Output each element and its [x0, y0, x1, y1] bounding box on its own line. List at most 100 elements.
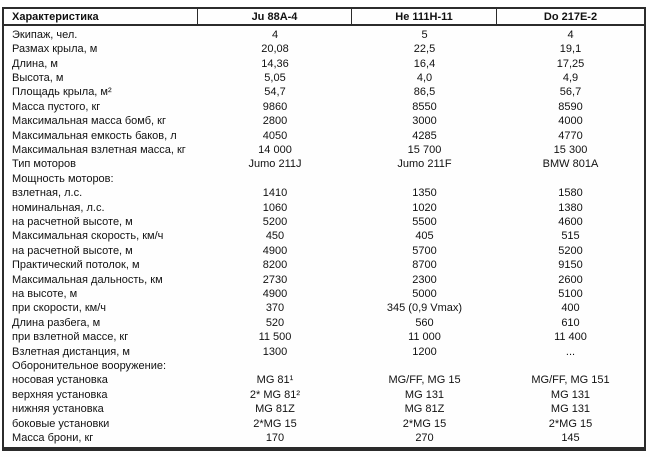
cell-value: 19,1 [559, 44, 582, 56]
table-row: на расчетной высоте, м 5200 5500 4600 [4, 215, 644, 229]
table-row: Длина разбега, м 520 560 610 [4, 316, 644, 330]
table-row: Максимальная взлетная масса, кг 14 000 15 … [4, 143, 644, 157]
table-row: Взлетная дистанция, м 1300 1200... [4, 345, 644, 359]
table-row: Оборонительное вооружение: [4, 359, 644, 373]
cell-value: 8700 [412, 260, 437, 272]
table-row: нижняя установка MG 81Z MG 81Z MG 131 [4, 403, 644, 417]
table-row: Масса пустого, кг 9860 8550 8590 [4, 100, 644, 114]
cell-value: ... [565, 346, 576, 358]
cell-value: 405 [415, 231, 434, 243]
cell-value: 4770 [558, 130, 583, 142]
row-label: боковые установки [12, 418, 110, 430]
cell-value: 5200 [262, 216, 288, 228]
cell-value: 9150 [558, 260, 583, 272]
row-label: при взлетной массе, кг [12, 332, 129, 344]
row-label: Максимальная дальность, км [12, 274, 163, 286]
row-label: Тип моторов [12, 159, 76, 171]
cell-value: 54,7 [264, 87, 286, 99]
aircraft-comparison-table: Характеристика Ju 88A-4 He 111H-11 Do 21… [2, 7, 646, 451]
table-row: носовая установка MG 81¹ MG/FF, MG 15 MG/FF… [4, 374, 644, 388]
table-row: Максимальная емкость баков, л 4050 4285 477… [4, 129, 644, 143]
cell-value: 170 [265, 433, 285, 445]
table-row: Площадь крыла, м² 54,7 86,5 56,7 [4, 86, 644, 100]
column-header-he-111h-11: He 111H-11 [352, 9, 497, 24]
cell-value: 1300 [262, 346, 288, 358]
row-label: Максимальная взлетная масса, кг [12, 144, 186, 156]
table-body: Экипаж, чел. 4 5 4 Размах крыла, м 20,08 22,5 1… [4, 26, 644, 447]
cell-value: MG/FF, MG 151 [531, 375, 610, 387]
cell-value: BMW 801A [542, 159, 599, 171]
row-label: Оборонительное вооружение: [12, 361, 167, 373]
table-row: на высоте, м 4900 5000 5100 [4, 287, 644, 301]
table-row: номинальная, л.с. 1060 1020 1380 [4, 201, 644, 215]
cell-value: 5200 [558, 245, 583, 257]
cell-value: 4 [271, 29, 279, 41]
cell-value: 11 000 [408, 332, 441, 344]
cell-value: MG 81Z [255, 404, 295, 416]
cell-value: 2730 [262, 274, 288, 286]
cell-value: 610 [561, 317, 580, 329]
row-label: на расчетной высоте, м [12, 216, 133, 228]
cell-value: MG 81¹ [256, 375, 294, 387]
cell-value: MG 131 [550, 389, 591, 401]
table-row: Размах крыла, м 20,08 22,5 19,1 [4, 42, 644, 56]
row-label: Длина разбега, м [12, 317, 101, 329]
row-label: Площадь крыла, м² [12, 87, 112, 99]
table-row: Максимальная скорость, км/ч 450 405 515 [4, 230, 644, 244]
cell-value: 345 (0,9 Vmax) [386, 303, 463, 315]
column-header-characteristic: Характеристика [4, 9, 198, 24]
row-label: Максимальная емкость баков, л [12, 130, 177, 142]
row-label: номинальная, л.с. [12, 202, 105, 214]
cell-value: 14 000 [258, 144, 292, 156]
cell-value: 1580 [558, 188, 583, 200]
cell-value: 14,36 [261, 58, 289, 70]
cell-value: 520 [265, 317, 285, 329]
cell-value: 2*MG 15 [402, 418, 447, 430]
row-label: Размах крыла, м [12, 44, 98, 56]
row-label: Масса брони, кг [12, 433, 94, 445]
row-label: взлетная, л.с. [12, 188, 83, 200]
cell-value: 2*MG 15 [253, 418, 297, 430]
column-header-do-217e-2: Do 217E-2 [543, 10, 598, 23]
cell-value: 11 500 [258, 332, 292, 344]
cell-value: 56,7 [559, 87, 582, 99]
cell-value: 4 [567, 29, 574, 41]
row-label: носовая установка [12, 375, 108, 387]
table-row: на расчетной высоте, м 4900 5700 5200 [4, 244, 644, 258]
table-header-row: Характеристика Ju 88A-4 He 111H-11 Do 21… [4, 9, 644, 26]
cell-value: 4900 [262, 245, 288, 257]
cell-value: 560 [415, 317, 434, 329]
cell-value: 5700 [412, 245, 437, 257]
table-row: Тип моторов Jumo 211J Jumo 211F BMW 801A [4, 158, 644, 172]
cell-value: 15 300 [553, 144, 588, 156]
cell-value: 4900 [262, 289, 288, 301]
cell-value: Jumo 211J [248, 159, 302, 171]
cell-value: 5500 [412, 216, 437, 228]
cell-value: MG 81Z [404, 404, 445, 416]
cell-value: 15 700 [407, 144, 442, 156]
cell-value: 86,5 [413, 87, 436, 99]
row-label: Длина, м [12, 58, 58, 70]
cell-value: 16,4 [413, 58, 436, 70]
row-label: Экипаж, чел. [12, 29, 78, 41]
cell-value: 2*MG 15 [548, 418, 593, 430]
cell-value: 5 [421, 29, 428, 41]
row-label: на высоте, м [12, 289, 78, 301]
cell-value: 2* MG 81² [249, 389, 301, 401]
cell-value: 145 [561, 433, 580, 445]
cell-value: 4000 [558, 116, 583, 128]
table-row: Масса брони, кг 170 270 145 [4, 431, 644, 445]
cell-value: MG 131 [550, 404, 591, 416]
row-label: верхняя установка [12, 389, 108, 401]
cell-value: 1200 [412, 346, 437, 358]
table-row: Максимальная масса бомб, кг 2800 3000 4000 [4, 114, 644, 128]
cell-value: 370 [265, 303, 285, 315]
row-label: нижняя установка [12, 404, 104, 416]
cell-value: 1380 [558, 202, 583, 214]
cell-value: 3000 [412, 116, 437, 128]
table-row: боковые установки 2*MG 15 2*MG 15 2*MG 15 [4, 417, 644, 431]
cell-value: 2600 [558, 274, 583, 286]
cell-value: 515 [561, 231, 580, 243]
table-row: Экипаж, чел. 4 5 4 [4, 28, 644, 42]
